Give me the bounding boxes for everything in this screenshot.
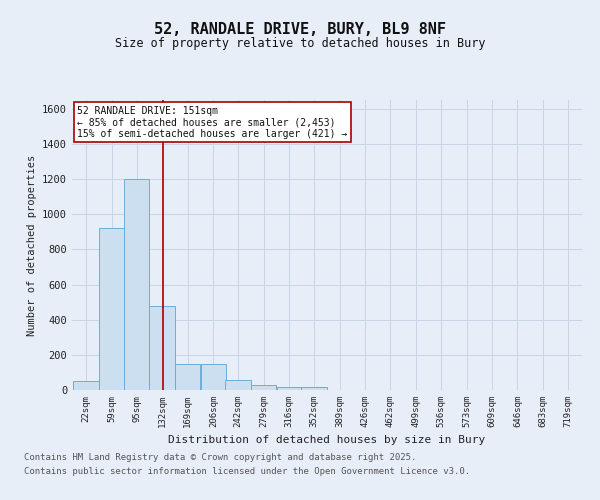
X-axis label: Distribution of detached houses by size in Bury: Distribution of detached houses by size … [169, 436, 485, 446]
Y-axis label: Number of detached properties: Number of detached properties [26, 154, 37, 336]
Bar [149, 306, 175, 390]
Text: 52, RANDALE DRIVE, BURY, BL9 8NF: 52, RANDALE DRIVE, BURY, BL9 8NF [154, 22, 446, 38]
Bar [200, 364, 226, 390]
Bar [277, 388, 302, 390]
Text: Size of property relative to detached houses in Bury: Size of property relative to detached ho… [115, 38, 485, 51]
Bar [251, 384, 276, 390]
Bar [301, 388, 326, 390]
Bar [73, 381, 98, 390]
Text: 52 RANDALE DRIVE: 151sqm
← 85% of detached houses are smaller (2,453)
15% of sem: 52 RANDALE DRIVE: 151sqm ← 85% of detach… [77, 106, 347, 139]
Bar [124, 179, 149, 390]
Bar [99, 228, 124, 390]
Bar [175, 364, 200, 390]
Text: Contains public sector information licensed under the Open Government Licence v3: Contains public sector information licen… [24, 467, 470, 476]
Bar [226, 380, 251, 390]
Text: Contains HM Land Registry data © Crown copyright and database right 2025.: Contains HM Land Registry data © Crown c… [24, 454, 416, 462]
